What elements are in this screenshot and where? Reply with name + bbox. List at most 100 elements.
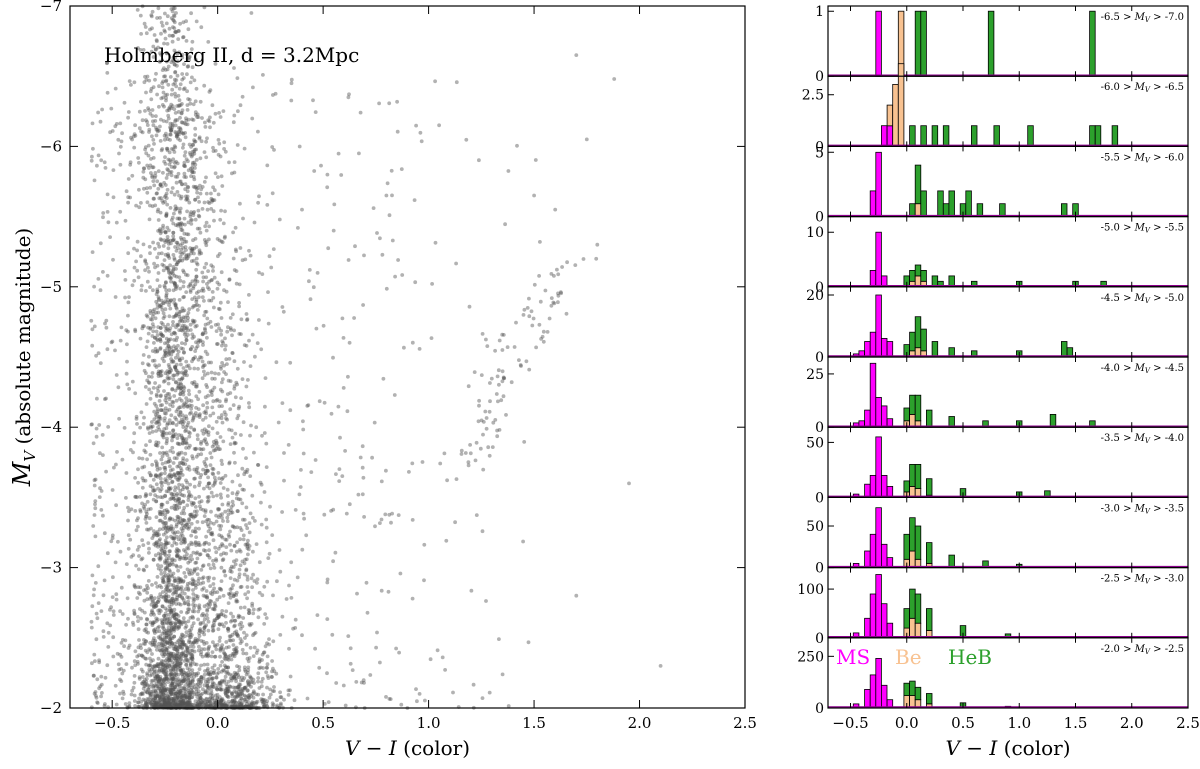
- star-point: [111, 575, 115, 580]
- star-point: [232, 386, 237, 391]
- star-point: [176, 497, 181, 501]
- star-point: [196, 397, 201, 402]
- star-point: [194, 147, 199, 152]
- star-point: [144, 118, 148, 123]
- star-point: [158, 183, 163, 188]
- star-point: [168, 673, 173, 677]
- star-point: [172, 20, 177, 25]
- star-point: [253, 354, 257, 359]
- star-point: [378, 236, 382, 241]
- star-point: [167, 656, 172, 661]
- star-point: [172, 690, 177, 694]
- star-point: [153, 684, 158, 689]
- star-point: [179, 668, 184, 673]
- star-point: [237, 332, 242, 336]
- star-point: [126, 110, 131, 114]
- star-point: [118, 549, 123, 554]
- star-point: [147, 685, 152, 689]
- star-point: [160, 432, 165, 437]
- star-point: [136, 156, 141, 160]
- star-point: [171, 432, 176, 436]
- star-point: [157, 384, 162, 389]
- star-point: [181, 458, 185, 463]
- star-point: [173, 597, 178, 602]
- star-point: [179, 638, 184, 643]
- star-point: [160, 686, 164, 691]
- star-point: [165, 225, 170, 230]
- star-point: [444, 538, 449, 543]
- star-point: [184, 630, 189, 635]
- star-point: [410, 340, 415, 345]
- star-point: [235, 664, 239, 668]
- star-point: [155, 681, 159, 686]
- star-point: [163, 566, 168, 571]
- star-point: [173, 91, 177, 96]
- star-point: [172, 684, 177, 689]
- star-point: [132, 659, 137, 664]
- star-point: [399, 167, 404, 172]
- star-point: [186, 430, 191, 434]
- star-point: [180, 419, 185, 424]
- star-point: [175, 593, 180, 597]
- star-point: [99, 489, 104, 493]
- star-point: [301, 451, 306, 456]
- star-point: [136, 585, 141, 589]
- star-point: [153, 443, 158, 447]
- star-point: [181, 371, 186, 376]
- star-point: [231, 230, 236, 235]
- star-point: [221, 557, 226, 562]
- star-point: [105, 90, 110, 95]
- star-point: [205, 616, 210, 621]
- star-point: [132, 431, 137, 436]
- star-point: [139, 283, 144, 288]
- star-point: [257, 270, 261, 275]
- star-point: [184, 52, 189, 57]
- star-point: [142, 368, 147, 373]
- star-point: [220, 389, 225, 394]
- star-point: [329, 509, 333, 513]
- star-point: [183, 187, 188, 192]
- star-point: [177, 193, 181, 198]
- star-point: [183, 135, 188, 140]
- star-point: [281, 309, 286, 314]
- star-point: [252, 645, 257, 650]
- star-point: [150, 317, 155, 322]
- star-point: [177, 620, 182, 624]
- star-point: [169, 608, 174, 613]
- star-point: [184, 359, 189, 364]
- star-point: [239, 317, 244, 322]
- star-point: [166, 594, 171, 599]
- star-point: [188, 664, 193, 668]
- star-point: [234, 269, 239, 273]
- star-point: [250, 701, 254, 706]
- star-point: [152, 683, 157, 688]
- star-point: [184, 122, 188, 127]
- star-point: [180, 120, 185, 125]
- star-point: [161, 695, 166, 700]
- star-point: [103, 166, 108, 170]
- star-point: [173, 123, 178, 128]
- star-point: [152, 529, 156, 533]
- star-point: [170, 543, 175, 548]
- star-point: [214, 550, 219, 555]
- star-point: [213, 654, 217, 659]
- star-point: [257, 590, 262, 595]
- star-point: [179, 377, 184, 382]
- star-point: [173, 145, 178, 150]
- star-point: [384, 286, 389, 291]
- star-point: [192, 582, 197, 587]
- star-point: [141, 242, 146, 247]
- star-point: [315, 613, 320, 617]
- star-point: [210, 376, 215, 381]
- star-point: [165, 453, 170, 457]
- star-point: [276, 420, 281, 425]
- star-point: [156, 674, 161, 679]
- star-point: [162, 104, 166, 109]
- star-point: [116, 662, 121, 667]
- star-point: [170, 597, 175, 601]
- star-point: [216, 306, 221, 311]
- star-point: [194, 454, 199, 459]
- star-point: [105, 192, 110, 197]
- star-point: [176, 242, 180, 247]
- star-point: [169, 683, 174, 688]
